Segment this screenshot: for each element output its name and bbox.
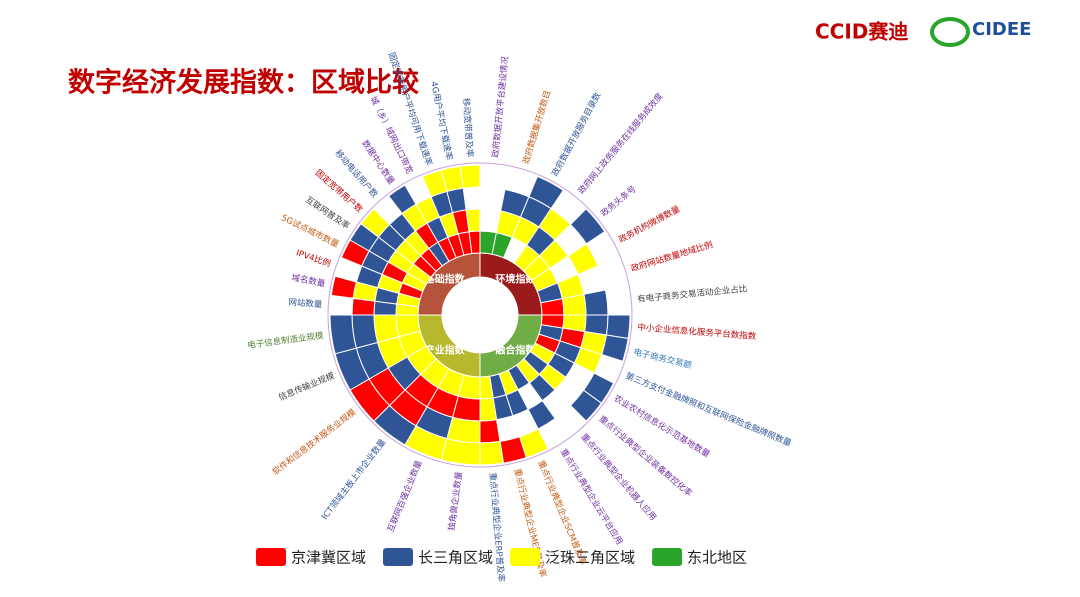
ring-cell (329, 294, 354, 316)
legend-label: 东北地区 (687, 549, 747, 567)
indicator-label: 政府数据开放平台建设情况 (490, 55, 511, 158)
legend-swatch (510, 548, 541, 566)
group-label: 融合指数 (495, 343, 536, 356)
indicator-label: 有电子商务交易活动企业占比 (637, 283, 748, 305)
indicator-label: 域名数量 (291, 272, 327, 290)
ring-cell (479, 419, 501, 444)
group-label: 产业指数 (425, 343, 466, 356)
legend-label: 长三角区域 (418, 549, 493, 567)
indicator-label: 独角兽企业数量 (446, 470, 465, 531)
indicator-label: 重点行业典型企业机器人应用 (578, 432, 658, 523)
legend-swatch (383, 548, 414, 566)
legend: 京津冀区域 长三角区域 泛珠三角区域 东北地区 (256, 548, 747, 567)
legend-label: 泛珠三角区域 (545, 549, 635, 567)
indicator-label: 中小企业信息化服务平台数指数 (637, 322, 757, 342)
title: 数字经济发展指数：区域比较 (68, 67, 419, 99)
ring-cell (479, 164, 510, 191)
indicator-label: 政务头条号 (599, 184, 639, 219)
indicator-label: 政府网站数量地域比例 (630, 239, 715, 274)
ring-cell (605, 314, 631, 340)
ring-cell (459, 164, 481, 189)
indicator-label: 信息传输业规模 (277, 370, 337, 403)
indicator-label: IPV4比例 (295, 247, 332, 269)
indicator-label: 政府数据开放服务目录数 (550, 90, 604, 178)
logo-mark (930, 17, 970, 47)
indicator-label: 软件和信息技术服务业规模 (270, 407, 358, 478)
ring-cell (583, 289, 609, 316)
ring-cell (604, 285, 631, 316)
indicator-label: 电子信息制造业规模 (247, 330, 325, 351)
legend-swatch (652, 548, 683, 566)
ring-cell (479, 440, 505, 466)
indicator-label: 政务机构微博数量 (617, 203, 683, 245)
indicator-label: 电子商务交易额 (632, 347, 693, 372)
indicator-label: ICT领域主板上市企业数量 (319, 437, 388, 522)
outer-ring (327, 162, 633, 468)
group-label: 环境指数 (495, 273, 536, 286)
logo-ccid: CCID赛迪 (815, 20, 908, 44)
legend-swatch (256, 548, 286, 566)
indicator-label: 第三方支付金融牌照和互联网保险金融牌照数量 (624, 370, 794, 449)
logo-cidee: CIDEE (972, 19, 1031, 40)
indicator-label: 互联网百强企业数量 (385, 458, 425, 533)
ring-cell (479, 397, 498, 422)
ring-cell (462, 186, 481, 211)
indicator-label: 政府数据集开放数目 (521, 89, 554, 165)
group-label: 基础指数 (424, 273, 466, 286)
indicator-label: 4G用户平均下载速率 (428, 81, 454, 162)
ring-cell (561, 293, 587, 316)
ring-cell (351, 314, 379, 349)
indicator-label: 重点行业典型企业装备数控化率 (597, 413, 695, 499)
ring-cell (440, 438, 481, 466)
ring-cell (329, 314, 357, 355)
ring-cell (465, 208, 481, 233)
indicator-label: 网站数量 (288, 297, 323, 310)
legend-label: 京津冀区域 (291, 549, 366, 567)
indicator-label: 移动宽带普及率 (460, 98, 475, 159)
